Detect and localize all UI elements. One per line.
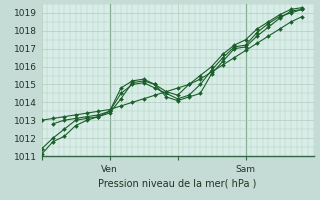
X-axis label: Pression niveau de la mer( hPa ): Pression niveau de la mer( hPa ) [99,178,257,188]
